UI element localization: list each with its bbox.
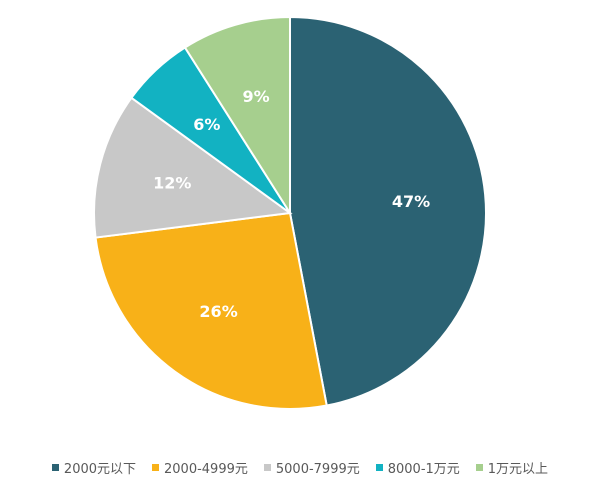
- legend-label: 5000-7999元: [275, 462, 360, 477]
- legend-item: 1万元以上: [475, 458, 549, 477]
- legend-swatch-icon: [152, 464, 160, 471]
- legend-swatch-icon: [263, 464, 271, 471]
- legend-label: 2000元以下: [63, 462, 137, 477]
- pie-slice: [289, 15, 487, 407]
- pie-slice: [183, 15, 291, 217]
- legend-item: 5000-7999元: [263, 458, 360, 477]
- legend-label: 8000-1万元: [387, 462, 460, 477]
- legend-label: 2000-4999元: [164, 462, 248, 477]
- slice-data-label: 6%: [193, 115, 220, 134]
- legend-item: 8000-1万元: [375, 458, 460, 477]
- legend-label: 1万元以上: [487, 462, 549, 477]
- slice-data-label: 26%: [199, 302, 237, 321]
- slice-data-label: 9%: [243, 87, 270, 106]
- slice-data-label: 47%: [392, 192, 430, 211]
- legend-item: 2000-4999元: [152, 458, 248, 477]
- slice-data-label: 12%: [153, 173, 191, 192]
- chart-legend: 2000元以下 2000-4999元 5000-7999元 8000-1万元 1万元以上: [0, 458, 600, 477]
- legend-swatch-icon: [375, 464, 383, 471]
- legend-swatch-icon: [51, 464, 59, 471]
- legend-item: 2000元以下: [51, 458, 137, 477]
- legend-swatch-icon: [475, 464, 483, 471]
- pie-slice: [93, 96, 293, 239]
- pie-slice: [94, 211, 328, 410]
